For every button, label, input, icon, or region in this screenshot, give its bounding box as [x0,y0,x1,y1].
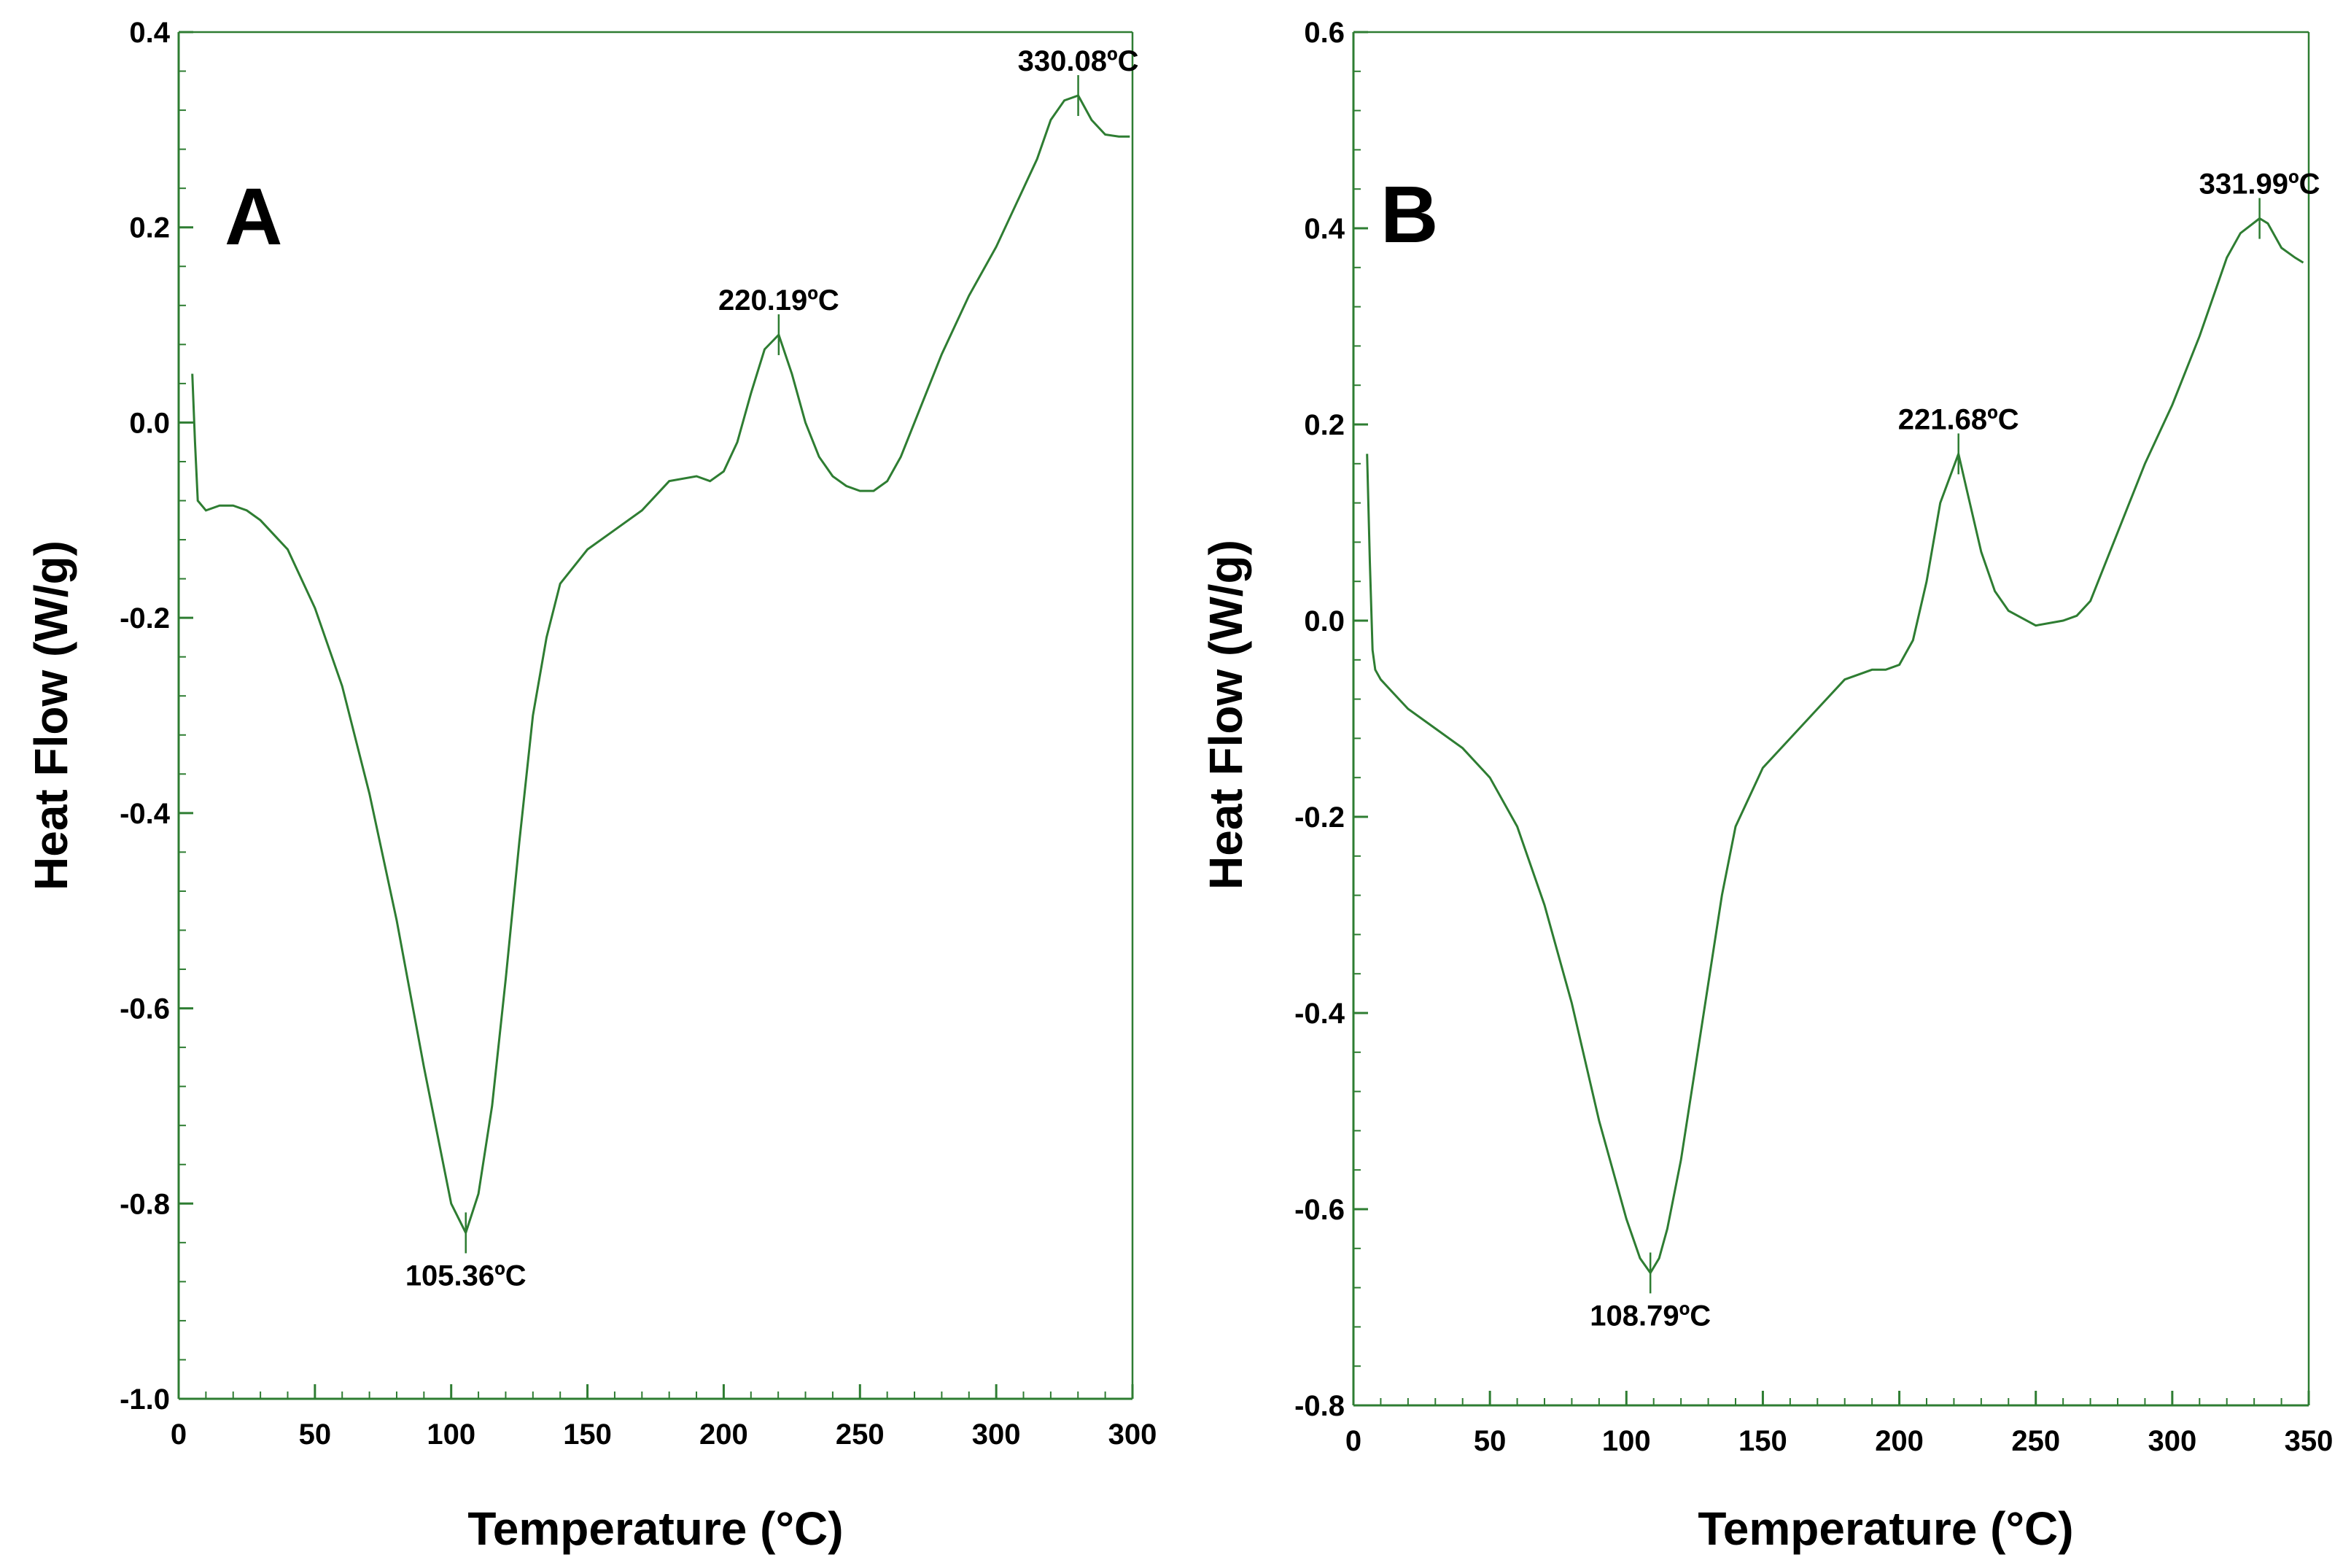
panel-a-y-axis-title: Heat Flow (W/g) [25,540,77,890]
x-tick-label: 100 [427,1418,475,1451]
x-tick-label: 150 [1738,1425,1787,1457]
x-tick-label: 200 [1875,1425,1924,1457]
panel-a-letter: A [225,172,282,262]
peak-label: 331.99ºC [2199,168,2320,201]
x-tick-label: 100 [1602,1425,1651,1457]
x-tick-label: 250 [2011,1425,2060,1457]
x-tick-label: 50 [1474,1425,1507,1457]
y-tick-label: -0.2 [1294,802,1345,834]
x-tick-label: 300 [1108,1418,1157,1451]
x-tick-label: 200 [699,1418,748,1451]
panel-a-peak-markers: 330.08ºC 220.19ºC 105.36ºC [405,45,1139,1292]
x-tick-label: 50 [299,1418,332,1451]
y-tick-label: 0.4 [129,17,170,49]
panel-b-tick-labels: 0 50 100 150 200 250 300 350 0.6 0.4 0.2 0.0 -0.2 -0.… [1294,17,2333,1457]
peak-label: 330.08ºC [1018,45,1139,77]
panel-a-ticks [177,31,1134,1400]
panel-b-letter: B [1380,170,1438,260]
y-tick-label: 0.2 [1304,409,1345,441]
y-tick-label: -0.6 [120,993,170,1025]
y-tick-label: -1.0 [120,1383,170,1416]
x-tick-label: 300 [972,1418,1021,1451]
panel-a: 0 50 100 150 200 250 300 300 0.4 0.2 0.0 -0.2 -0.4 -0… [25,17,1157,1555]
panel-b: 0 50 100 150 200 250 300 350 0.6 0.4 0.2 0.0 -0.2 -0.… [1200,17,2333,1555]
y-tick-label: 0.4 [1304,213,1345,245]
y-tick-label: -0.8 [120,1188,170,1220]
x-tick-label: 300 [2148,1425,2196,1457]
y-tick-label: 0.2 [129,212,170,244]
panel-a-tick-labels: 0 50 100 150 200 250 300 300 0.4 0.2 0.0 -0.2 -0.4 -0… [120,17,1157,1451]
x-tick-label: 0 [1345,1425,1361,1457]
peak-label: 105.36ºC [405,1260,527,1292]
y-tick-label: 0.0 [129,407,170,439]
y-tick-label: 0.6 [1304,17,1345,49]
panel-a-series-line [191,94,1130,1236]
x-tick-label: 0 [171,1418,187,1451]
panel-a-x-axis-title: Temperature (°C) [467,1502,843,1555]
y-tick-label: -0.8 [1294,1390,1345,1422]
x-tick-label: 350 [2285,1425,2334,1457]
peak-label: 221.68ºC [1898,403,2019,435]
peak-label: 108.79ºC [1590,1300,1711,1332]
y-tick-label: 0.0 [1304,605,1345,637]
panel-b-peak-markers: 331.99ºC 221.68ºC 108.79ºC [1590,168,2320,1332]
y-tick-label: -0.4 [120,798,171,830]
panel-b-series-line [1366,217,2304,1276]
panel-b-x-axis-title: Temperature (°C) [1698,1502,2073,1555]
x-tick-label: 250 [836,1418,885,1451]
panel-b-y-axis-title: Heat Flow (W/g) [1200,540,1252,890]
y-tick-label: -0.2 [120,602,170,634]
x-tick-label: 150 [563,1418,612,1451]
peak-label: 220.19ºC [718,284,839,317]
y-tick-label: -0.4 [1294,998,1345,1030]
panel-b-ticks [1352,31,2310,1407]
y-tick-label: -0.6 [1294,1194,1345,1226]
